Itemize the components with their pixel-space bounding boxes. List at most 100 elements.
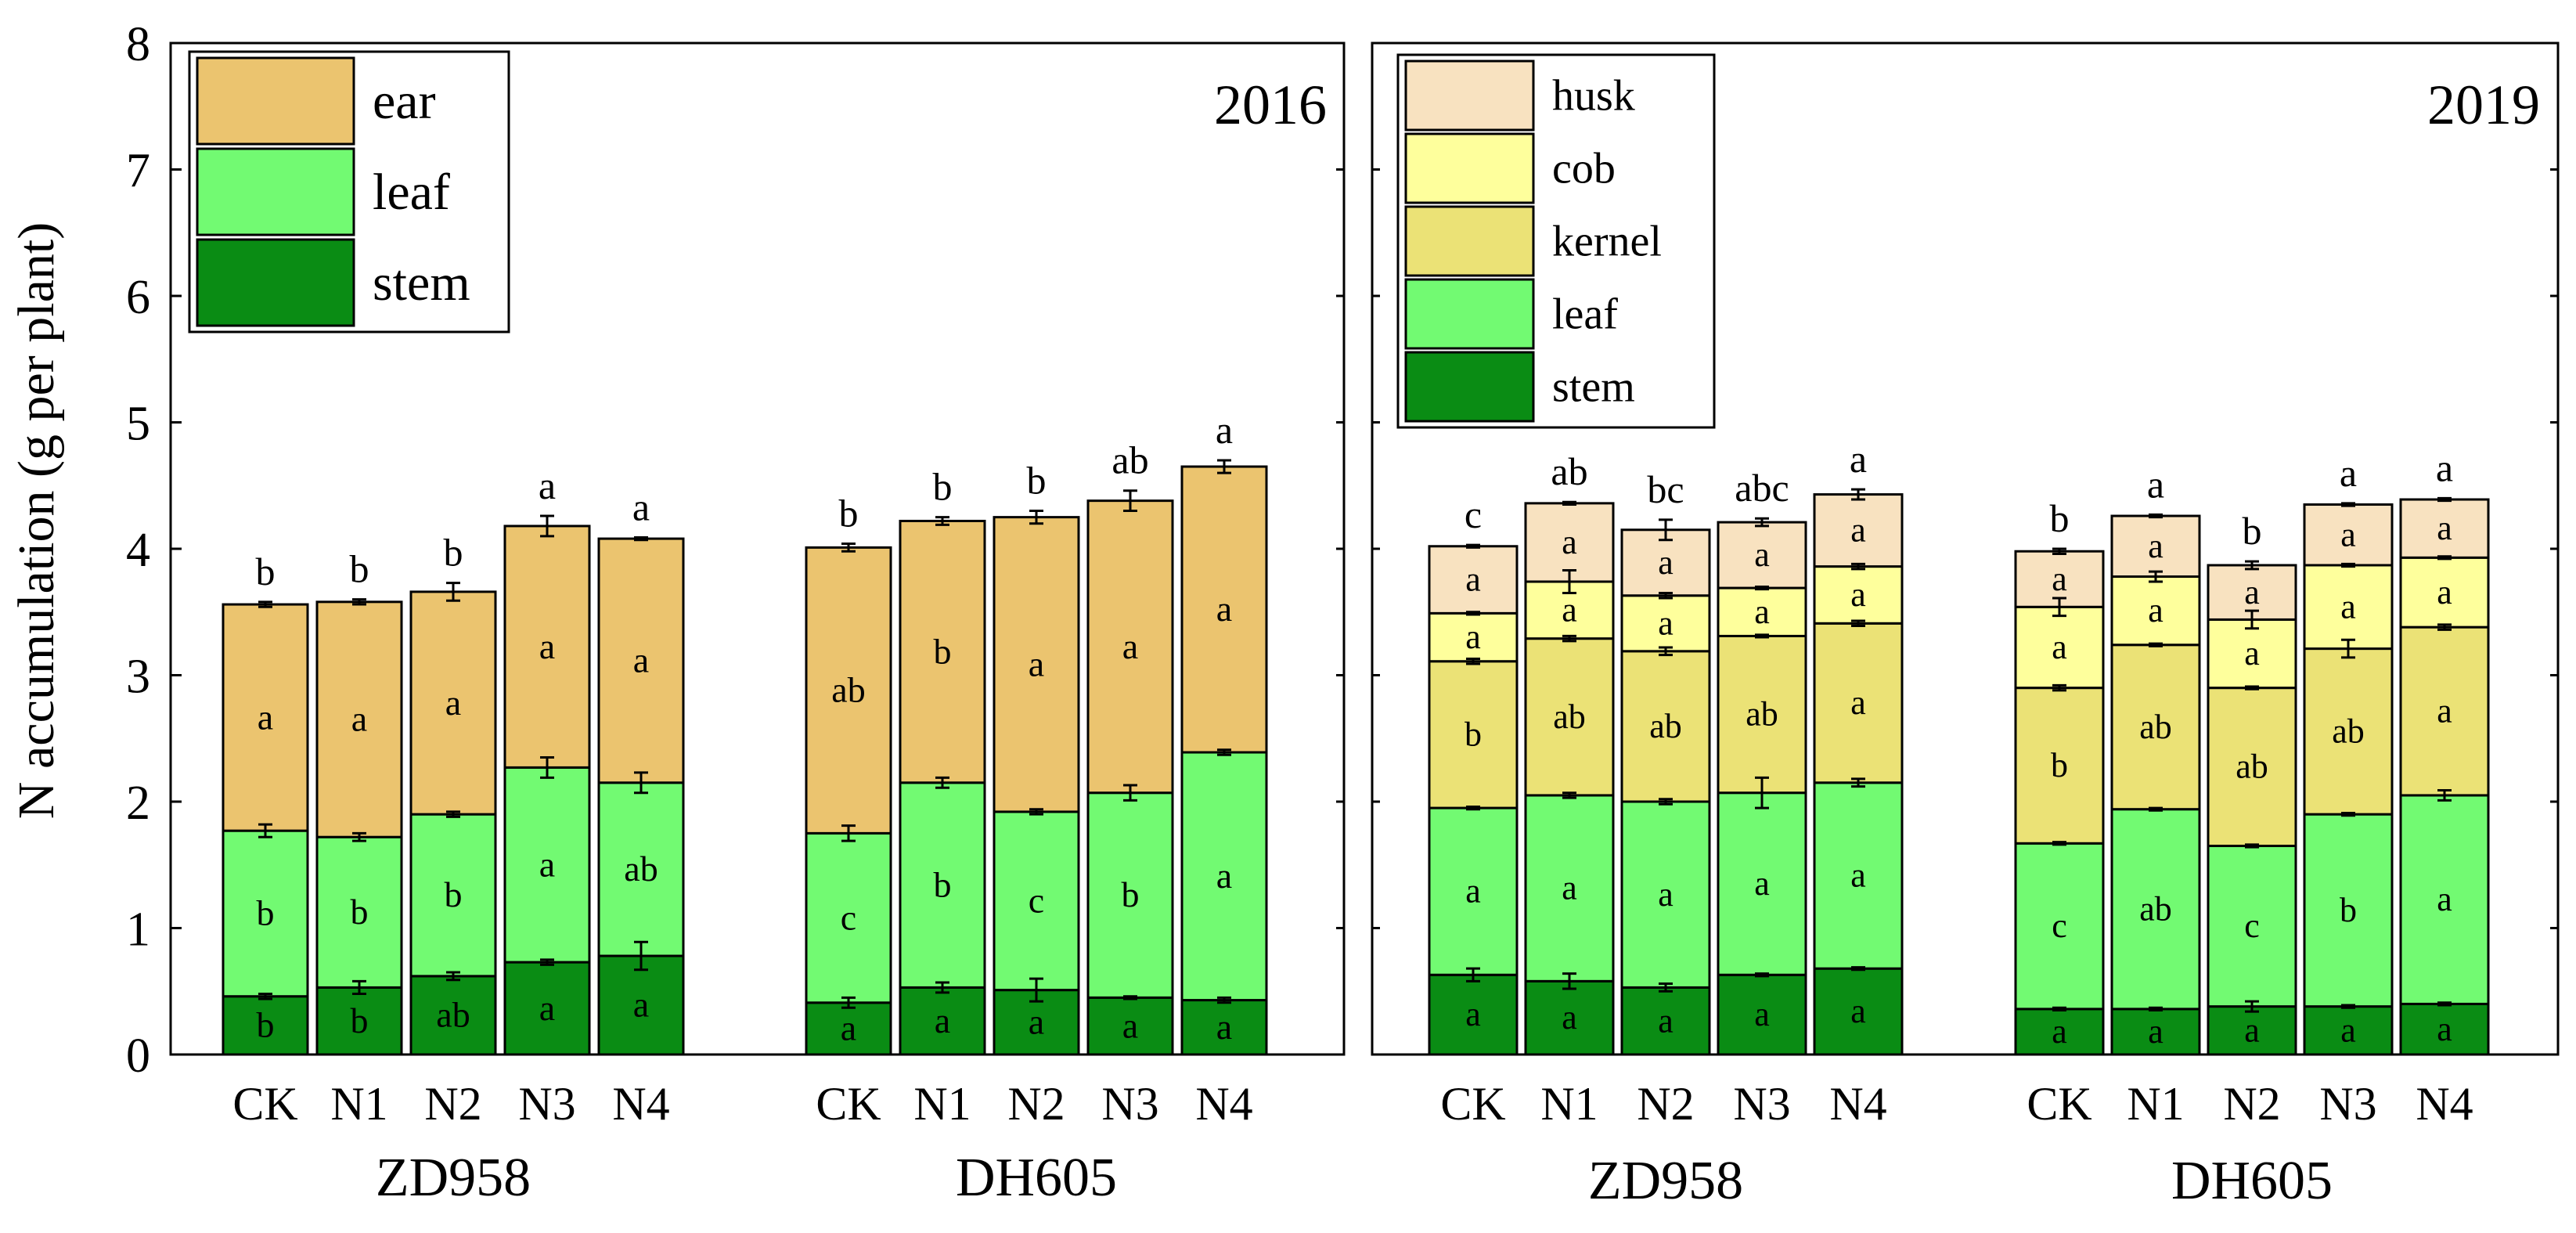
bar-segment-cob	[2303, 564, 2394, 651]
segment-letter: a	[1754, 864, 1770, 903]
segment-letter: a	[2244, 573, 2260, 611]
legend-label-stem: stem	[373, 254, 470, 312]
legend-swatch-stem	[196, 238, 355, 327]
bar-segment-stem	[597, 954, 685, 1056]
y-tick-label: 6	[126, 271, 150, 324]
y-tick-label: 0	[126, 1029, 150, 1083]
bar-segment-kernel	[1428, 660, 1519, 809]
x-tick-label: N2	[1007, 1078, 1065, 1130]
bar-segment-leaf	[1428, 806, 1519, 976]
bar-segment-leaf	[1086, 791, 1174, 999]
segment-letter: a	[1122, 1005, 1138, 1045]
segment-letter: a	[841, 1008, 856, 1048]
segment-letter: a	[1754, 593, 1770, 631]
segment-letter: a	[633, 640, 649, 680]
bar-segment-leaf	[1524, 794, 1615, 982]
x-tick-label: CK	[816, 1078, 881, 1130]
segment-letter: b	[445, 874, 463, 914]
segment-letter: a	[1216, 589, 1232, 629]
segment-letter: c	[841, 897, 856, 937]
bar-segment-ear	[409, 590, 497, 816]
segment-letter: b	[257, 893, 275, 933]
legend: husk cob kernel leaf stem	[1396, 53, 1716, 429]
segment-letter: a	[1562, 523, 1577, 561]
segment-letter: a	[1850, 511, 1866, 550]
panel-title: 2016	[1214, 74, 1327, 136]
segment-letter: a	[1122, 626, 1138, 666]
bar-segment-kernel	[1524, 637, 1615, 797]
bar-segment-kernel	[2207, 687, 2297, 848]
panel-2019: 2019aabaacCKaaabaaabN1aaabaabcN2aaabaaab…	[1371, 41, 2560, 1211]
bar-segment-cob	[1620, 594, 1711, 653]
x-tick-label: N3	[518, 1078, 575, 1130]
segment-letter: a	[1658, 875, 1673, 914]
total-letter: bc	[1647, 467, 1684, 511]
segment-letter: a	[2052, 628, 2067, 666]
legend-swatch-stem	[1404, 351, 1535, 423]
segment-letter: b	[2051, 746, 2068, 784]
bar-segment-leaf	[1180, 751, 1268, 1002]
legend-label-leaf: leaf	[1552, 290, 1618, 338]
segment-letter: b	[2340, 891, 2357, 929]
bar-segment-ear	[503, 525, 591, 769]
bar-segment-leaf	[1620, 800, 1711, 989]
group-label: DH605	[956, 1148, 1117, 1208]
panel-title: 2019	[2427, 74, 2540, 136]
y-axis-label: N accumulation (g per plant)	[8, 222, 65, 819]
bar-segment-husk	[1813, 493, 1904, 568]
segment-letter: a	[1465, 872, 1481, 910]
x-tick-label: N2	[1637, 1078, 1694, 1130]
legend-label-cob: cob	[1552, 144, 1616, 193]
segment-letter: ab	[624, 849, 658, 889]
bar-segment-stem	[2207, 1005, 2297, 1056]
segment-letter: a	[1754, 995, 1770, 1033]
bar-segment-stem	[1620, 986, 1711, 1056]
segment-letter: a	[1850, 575, 1866, 614]
y-tick-label: 8	[126, 18, 150, 71]
bar-segment-kernel	[2303, 647, 2394, 816]
segment-letter: ab	[1553, 698, 1586, 736]
bar-segment-kernel	[1813, 622, 1904, 784]
total-letter: a	[2147, 462, 2164, 506]
bar-segment-stem	[1428, 973, 1519, 1056]
bar-segment-leaf	[1717, 791, 1807, 976]
legend-swatch-ear	[196, 56, 355, 146]
bar-segment-stem	[409, 975, 497, 1056]
segment-letter: a	[2052, 560, 2067, 598]
bar-segment-stem	[1717, 973, 1807, 1056]
segment-letter: a	[2244, 1011, 2260, 1049]
total-letter: a	[1216, 408, 1233, 452]
total-letter: b	[350, 547, 369, 591]
segment-letter: a	[1850, 856, 1866, 895]
segment-letter: a	[539, 988, 555, 1028]
bar-segment-leaf	[409, 813, 497, 978]
segment-letter: a	[1658, 1001, 1673, 1040]
bar-segment-ear	[805, 546, 892, 835]
segment-letter: a	[351, 699, 367, 739]
x-tick-label: N4	[1195, 1078, 1252, 1130]
total-letter: abc	[1735, 466, 1789, 510]
total-letter: a	[1850, 437, 1867, 481]
bar-segment-stem	[1180, 999, 1268, 1056]
x-tick-label: N2	[424, 1078, 481, 1130]
y-tick-label: 5	[126, 398, 150, 451]
x-tick-label: N2	[2223, 1078, 2280, 1130]
bar-segment-leaf	[2014, 842, 2105, 1011]
legend-label-husk: husk	[1552, 71, 1635, 120]
x-tick-label: CK	[1440, 1078, 1505, 1130]
y-tick-label: 7	[126, 145, 150, 198]
segment-letter: c	[1029, 880, 1044, 920]
total-letter: b	[256, 550, 276, 593]
x-tick-label: N1	[2127, 1078, 2184, 1130]
segment-letter: a	[2437, 509, 2452, 547]
segment-letter: b	[351, 1000, 369, 1040]
bar-segment-cob	[2399, 556, 2490, 629]
legend: ear leaf stem	[188, 50, 510, 333]
bar-segment-kernel	[2399, 626, 2490, 797]
segment-letter: a	[633, 985, 649, 1025]
bar-segment-husk	[1717, 521, 1807, 589]
legend-swatch-husk	[1404, 59, 1535, 132]
segment-letter: a	[1562, 590, 1577, 629]
segment-letter: a	[1850, 683, 1866, 722]
x-tick-label: N1	[330, 1078, 387, 1130]
